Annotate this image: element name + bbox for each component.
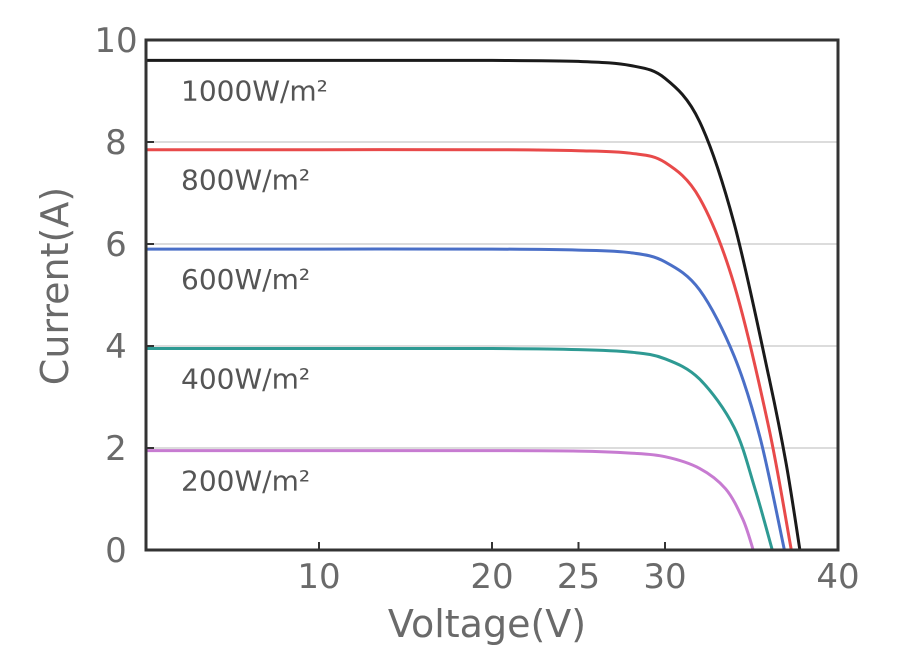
series-label-600w: 600W/m² xyxy=(181,263,310,296)
series-label-800w: 800W/m² xyxy=(181,164,310,197)
y-tick-label-2: 2 xyxy=(105,429,127,469)
x-tick-label-10: 10 xyxy=(297,557,340,597)
grid-lines xyxy=(146,141,838,449)
series-line-1000w xyxy=(145,58,802,551)
x-tick-label-20: 20 xyxy=(470,557,513,597)
series-line-200w xyxy=(146,449,755,551)
x-tick-label-30: 30 xyxy=(643,557,686,597)
y-tick-label-10: 10 xyxy=(94,21,137,61)
series-line-400w xyxy=(145,346,774,551)
x-axis-title: Voltage(V) xyxy=(388,602,586,646)
x-tick-label-25: 25 xyxy=(557,557,600,597)
y-tick-label-4: 4 xyxy=(105,327,127,367)
series-lines xyxy=(145,58,802,551)
series-line-600w xyxy=(146,247,786,551)
y-tick-label-6: 6 xyxy=(105,225,127,265)
x-tick-label-40: 40 xyxy=(816,557,859,597)
tick-marks xyxy=(146,39,839,551)
series-label-1000w: 1000W/m² xyxy=(181,74,328,107)
y-tick-label-0: 0 xyxy=(105,531,127,571)
series-label-200w: 200W/m² xyxy=(181,465,310,498)
series-line-800w xyxy=(145,148,793,551)
series-labels: 1000W/m² 800W/m² 600W/m² 400W/m² 200W/m² xyxy=(181,74,328,497)
y-axis-title: Current(A) xyxy=(33,187,77,385)
y-tick-label-8: 8 xyxy=(105,123,127,163)
series-label-400w: 400W/m² xyxy=(181,363,310,396)
tick-labels: 10 20 25 30 40 0 2 4 6 8 10 xyxy=(94,21,859,597)
